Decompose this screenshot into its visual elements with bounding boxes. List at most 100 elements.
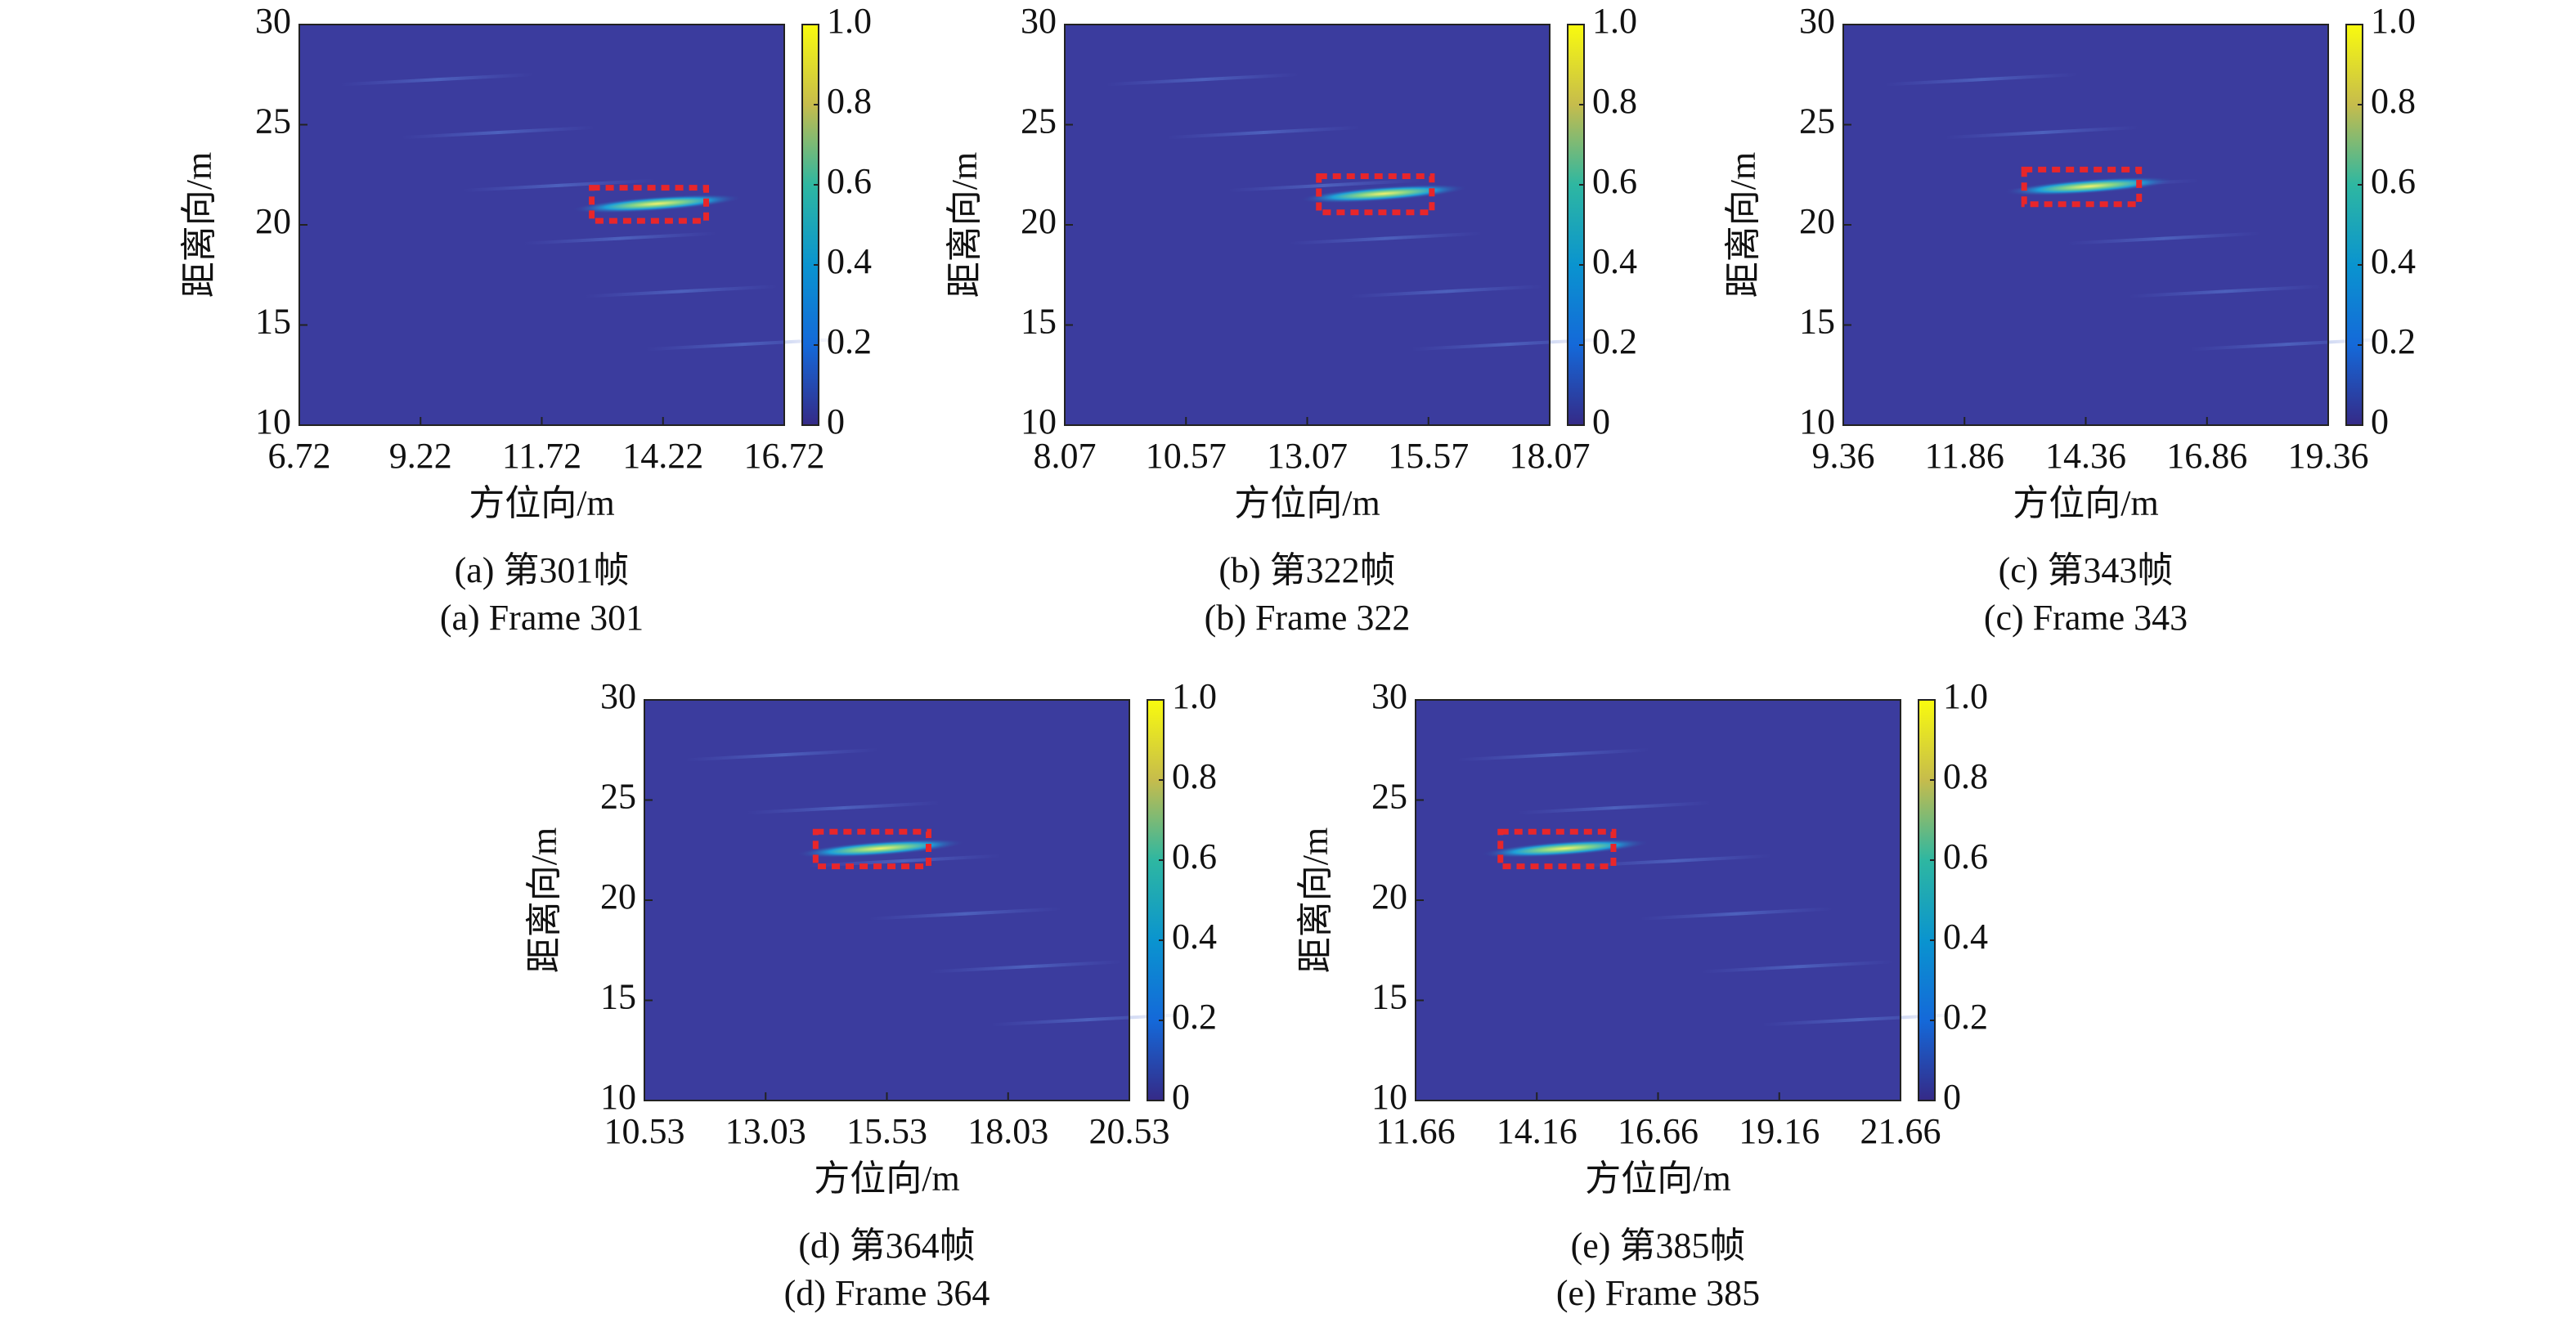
- x-tick-label: 10.53: [604, 1111, 685, 1151]
- y-tick-label: 30: [1799, 1, 1835, 41]
- colorbar-tick-label: 1.0: [1172, 676, 1217, 716]
- x-tick-label: 18.07: [1510, 436, 1591, 476]
- y-tick-label: 25: [1021, 101, 1057, 141]
- x-tick-label: 20.53: [1089, 1111, 1170, 1151]
- panel: 9.36 11.86 14.36 16.86 19.36 10 15 20 25 30 0 0.2 0.…: [1723, 1, 2416, 638]
- clutter: [1945, 125, 2139, 140]
- x-tick-label: 15.57: [1388, 436, 1469, 476]
- x-tick-label: 13.03: [725, 1111, 806, 1151]
- x-tick-label: 14.22: [622, 436, 703, 476]
- x-axis-label: 方位向/m: [1585, 1159, 1730, 1199]
- clutter: [401, 125, 595, 140]
- x-tick-label: 13.07: [1267, 436, 1348, 476]
- highlight-box: [2021, 166, 2143, 208]
- x-tick-label: 11.72: [502, 436, 581, 476]
- heatmap-background: [299, 25, 784, 425]
- y-tick-label: 20: [255, 201, 291, 241]
- y-axis-label: 距离向/m: [179, 152, 219, 298]
- colorbar: [801, 24, 819, 426]
- y-tick-label: 30: [1371, 676, 1407, 716]
- colorbar-tick-label: 1.0: [1943, 676, 1988, 716]
- colorbar-tick-label: 1.0: [827, 1, 872, 41]
- x-tick-label: 16.66: [1618, 1111, 1699, 1151]
- colorbar-tick-label: 0.2: [1592, 321, 1637, 361]
- x-tick-label: 11.66: [1376, 1111, 1455, 1151]
- clutter: [1227, 178, 1422, 193]
- x-tick-label: 19.16: [1739, 1111, 1820, 1151]
- caption-en: (b) Frame 322: [1205, 598, 1411, 638]
- clutter: [2189, 337, 2384, 352]
- colorbar-tick-label: 0.6: [1943, 836, 1988, 876]
- panel: 6.72 9.22 11.72 14.22 16.72 10 15 20 25 30 0 0.2 0.4…: [179, 1, 872, 638]
- y-tick-label: 20: [1799, 201, 1835, 241]
- clutter: [523, 231, 717, 245]
- caption-en: (a) Frame 301: [440, 598, 644, 638]
- clutter: [2067, 231, 2261, 245]
- colorbar-tick-label: 0.8: [1943, 756, 1988, 796]
- clutter: [684, 748, 879, 762]
- panel: 10.53 13.03 15.53 18.03 20.53 10 15 20 25 30 0 0.2 0…: [524, 676, 1217, 1313]
- y-tick-label: 30: [600, 676, 636, 716]
- highlight-box: [589, 185, 710, 224]
- y-tick-label: 25: [600, 777, 636, 817]
- clutter: [1761, 1012, 1956, 1027]
- heatmap-background: [1843, 25, 2328, 425]
- panel: 11.66 14.16 16.66 19.16 21.66 10 15 20 25 30 0 0.2 0…: [1295, 676, 1988, 1313]
- caption-cn: (d) 第364帧: [798, 1226, 975, 1266]
- clutter: [990, 1012, 1185, 1027]
- y-tick-label: 20: [600, 876, 636, 917]
- y-tick-label: 25: [1371, 777, 1407, 817]
- clutter: [807, 854, 1002, 868]
- x-tick-label: 14.36: [2045, 436, 2126, 476]
- x-tick-label: 8.07: [1034, 436, 1097, 476]
- colorbar-tick-label: 0.4: [1172, 917, 1217, 957]
- colorbar-tick-label: 0.6: [827, 161, 872, 201]
- clutter: [1288, 231, 1483, 245]
- colorbar-tick-label: 0.2: [827, 321, 872, 361]
- y-tick-label: 30: [1021, 1, 1057, 41]
- clutter: [584, 285, 779, 298]
- x-tick-label: 14.16: [1497, 1111, 1577, 1151]
- colorbar-tick-label: 0.4: [2371, 241, 2416, 281]
- colorbar-tick-label: 0.8: [2371, 81, 2416, 121]
- colorbar-tick-label: 0.2: [1943, 997, 1988, 1037]
- colorbar-tick-label: 0.8: [827, 81, 872, 121]
- heatmap-background: [644, 700, 1129, 1101]
- colorbar: [1567, 24, 1585, 426]
- caption-cn: (a) 第301帧: [455, 550, 630, 590]
- colorbar-tick-label: 0.2: [1172, 997, 1217, 1037]
- x-tick-label: 9.22: [389, 436, 452, 476]
- target-streak: [796, 839, 965, 858]
- x-tick-label: 21.66: [1860, 1111, 1941, 1151]
- y-axis-label: 距离向/m: [524, 827, 564, 973]
- heatmap-background: [1416, 700, 1901, 1101]
- y-axis-label: 距离向/m: [945, 152, 985, 298]
- clutter: [2128, 285, 2322, 298]
- clutter: [1166, 125, 1361, 140]
- clutter: [1883, 73, 2078, 87]
- target-streak: [2004, 177, 2176, 196]
- y-tick-label: 15: [1799, 302, 1835, 342]
- colorbar-tick-label: 0: [1592, 401, 1610, 442]
- y-axis-label: 距离向/m: [1723, 152, 1763, 298]
- clutter: [339, 73, 534, 87]
- y-tick-label: 10: [255, 401, 291, 442]
- highlight-box: [1316, 173, 1435, 216]
- colorbar: [1147, 699, 1165, 1101]
- colorbar-tick-label: 0.4: [827, 241, 872, 281]
- target-streak: [1480, 839, 1650, 858]
- x-tick-label: 6.72: [268, 436, 331, 476]
- colorbar-tick-label: 0.6: [2371, 161, 2416, 201]
- x-tick-label: 16.72: [744, 436, 825, 476]
- x-axis-label: 方位向/m: [1234, 483, 1380, 523]
- x-axis-label: 方位向/m: [469, 483, 614, 523]
- caption-en: (e) Frame 385: [1556, 1273, 1760, 1313]
- caption-en: (d) Frame 364: [784, 1273, 990, 1313]
- y-tick-label: 20: [1021, 201, 1057, 241]
- caption-cn: (e) 第385帧: [1571, 1226, 1746, 1266]
- y-tick-label: 25: [255, 101, 291, 141]
- clutter: [1700, 960, 1895, 974]
- colorbar-tick-label: 0: [1943, 1077, 1961, 1117]
- panel: 8.07 10.57 13.07 15.57 18.07 10 15 20 25 30 0 0.2 0.…: [945, 1, 1637, 638]
- clutter: [929, 960, 1124, 974]
